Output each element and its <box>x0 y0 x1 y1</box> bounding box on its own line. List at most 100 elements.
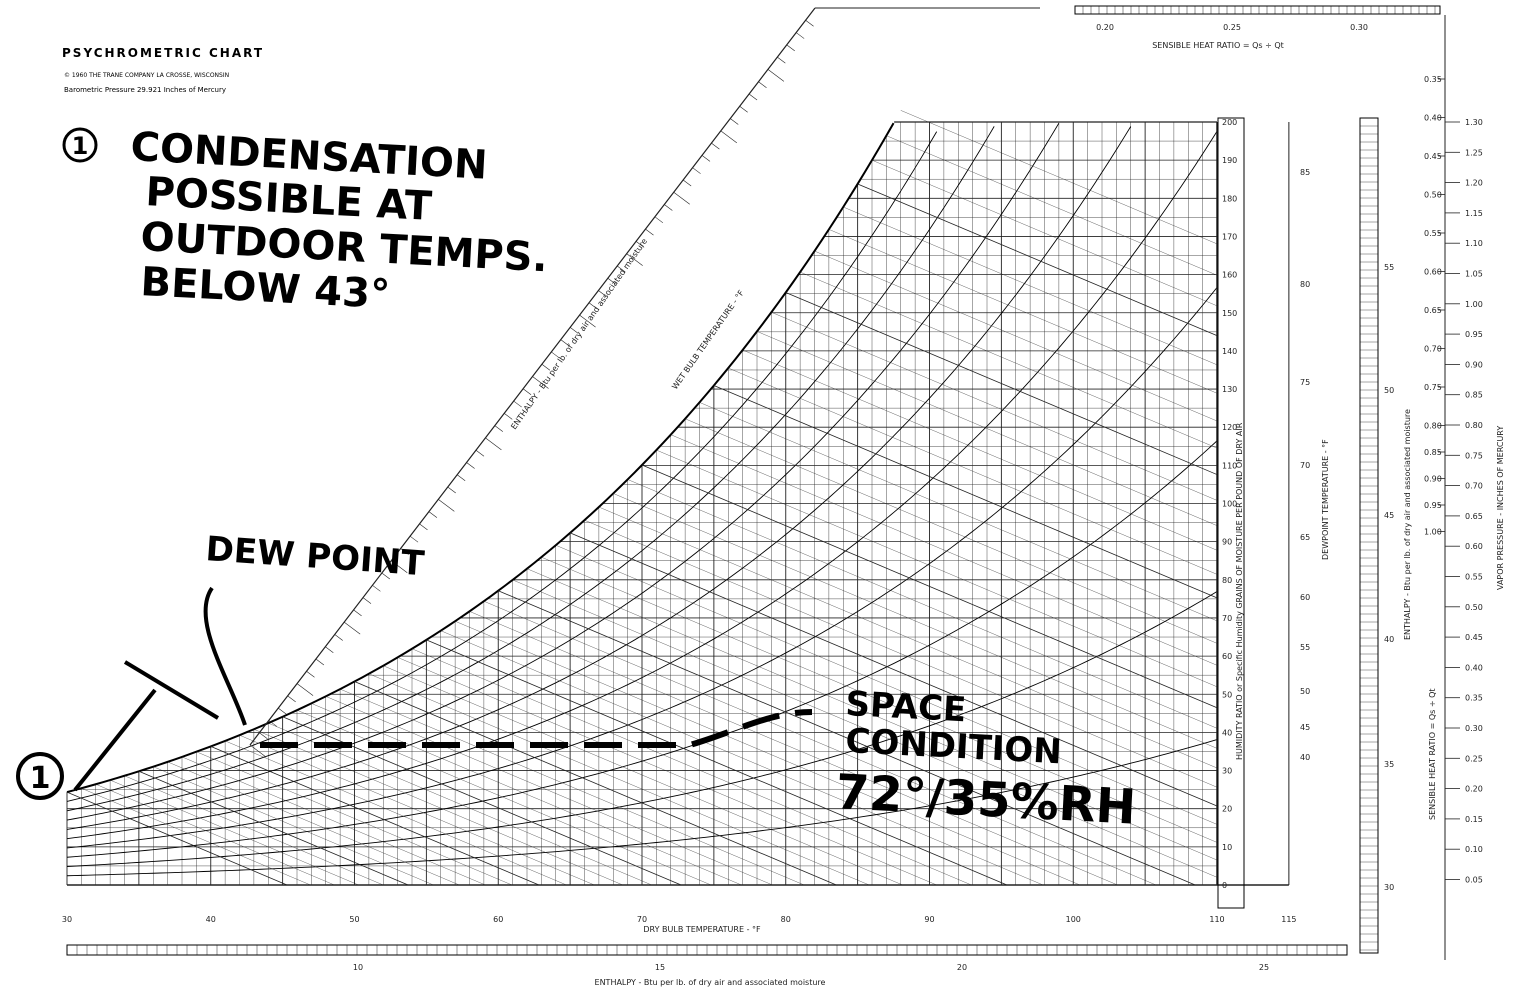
label: 10 <box>1222 843 1232 852</box>
label: 20 <box>1222 805 1232 814</box>
label: 45 <box>1384 511 1394 520</box>
label: 0.15 <box>1465 815 1483 824</box>
label: 0.95 <box>1465 330 1483 339</box>
label: 0.85 <box>1465 391 1483 400</box>
label: 55 <box>1300 643 1310 652</box>
label: 0.10 <box>1465 845 1483 854</box>
label: 200 <box>1222 118 1237 127</box>
label: 75 <box>1300 378 1310 387</box>
label: 130 <box>1222 385 1237 394</box>
label: 30 <box>1222 767 1232 776</box>
label: 40 <box>1222 728 1232 737</box>
label: 50 <box>1222 690 1232 699</box>
label: 190 <box>1222 156 1237 165</box>
label: 0.90 <box>1424 475 1442 484</box>
label: 0.20 <box>1096 23 1114 32</box>
label: 0.65 <box>1465 512 1483 521</box>
label: 0.55 <box>1465 573 1483 582</box>
label: 65 <box>1300 533 1310 542</box>
label: 1.20 <box>1465 179 1483 188</box>
label: 40 <box>1300 753 1310 762</box>
label: ENTHALPY - Btu per lb. of dry air and as… <box>1403 409 1412 640</box>
page: PSYCHROMETRIC CHART © 1960 THE TRANE COM… <box>0 0 1521 997</box>
label: 0.05 <box>1465 876 1483 885</box>
label: 90 <box>1222 538 1232 547</box>
label: 0.90 <box>1465 360 1483 369</box>
label: 0.50 <box>1465 603 1483 612</box>
label: 35 <box>1384 760 1394 769</box>
label: HUMIDITY RATIO or Specific Humidity GRAI… <box>1235 422 1244 760</box>
label: 100 <box>1066 915 1081 924</box>
label: 15 <box>655 963 665 972</box>
label: 10 <box>353 963 363 972</box>
label: 0.80 <box>1424 422 1442 431</box>
label: DRY BULB TEMPERATURE - °F <box>643 925 761 934</box>
label: ENTHALPY - Btu per lb. of dry air and as… <box>595 978 826 987</box>
label: 90 <box>924 915 934 924</box>
label: 0.35 <box>1465 694 1483 703</box>
label: 0.95 <box>1424 501 1442 510</box>
label: 1.15 <box>1465 209 1483 218</box>
label: 1.00 <box>1465 300 1483 309</box>
label: 0.25 <box>1223 23 1241 32</box>
label: 25 <box>1259 963 1269 972</box>
label: 0.75 <box>1424 383 1442 392</box>
label: SENSIBLE HEAT RATIO = Qs ÷ Qt <box>1152 41 1284 50</box>
label: 1.00 <box>1424 528 1442 537</box>
label: 110 <box>1209 915 1224 924</box>
label: 70 <box>1300 461 1310 470</box>
label: 0.25 <box>1465 754 1483 763</box>
label: 0.70 <box>1424 345 1442 354</box>
label: 85 <box>1300 168 1310 177</box>
label: 80 <box>1222 576 1232 585</box>
label: 0.60 <box>1424 268 1442 277</box>
label: 50 <box>1300 687 1310 696</box>
label: 80 <box>781 915 791 924</box>
label: 0.70 <box>1465 482 1483 491</box>
label: DEWPOINT TEMPERATURE - °F <box>1321 439 1330 560</box>
label: 0.30 <box>1465 724 1483 733</box>
label: 30 <box>62 915 72 924</box>
label: VAPOR PRESSURE - INCHES OF MERCURY <box>1496 426 1505 590</box>
label: 150 <box>1222 309 1237 318</box>
note-number: 1 <box>72 132 89 160</box>
label: 45 <box>1300 723 1310 732</box>
label: 0.45 <box>1465 633 1483 642</box>
label: 80 <box>1300 280 1310 289</box>
label: 70 <box>637 915 647 924</box>
label: 70 <box>1222 614 1232 623</box>
label: 60 <box>493 915 503 924</box>
title: PSYCHROMETRIC CHART <box>62 46 264 60</box>
label: 0.40 <box>1424 114 1442 123</box>
label: 0.50 <box>1424 191 1442 200</box>
label: 0 <box>1222 881 1227 890</box>
label: 0.65 <box>1424 306 1442 315</box>
label: 55 <box>1384 263 1394 272</box>
label: 140 <box>1222 347 1237 356</box>
copyright: © 1960 THE TRANE COMPANY LA CROSSE, WISC… <box>64 72 229 79</box>
label: 0.85 <box>1424 448 1442 457</box>
label: 50 <box>349 915 359 924</box>
label: 0.55 <box>1424 229 1442 238</box>
label: 1.30 <box>1465 118 1483 127</box>
label: 0.20 <box>1465 785 1483 794</box>
label: 40 <box>206 915 216 924</box>
pressure: Barometric Pressure 29.921 Inches of Mer… <box>64 86 226 94</box>
label: 50 <box>1384 386 1394 395</box>
label: 1.05 <box>1465 270 1483 279</box>
label: 115 <box>1281 915 1296 924</box>
label: 60 <box>1222 652 1232 661</box>
label: 1.10 <box>1465 239 1483 248</box>
label: 180 <box>1222 194 1237 203</box>
label: 170 <box>1222 232 1237 241</box>
label: 0.45 <box>1424 152 1442 161</box>
label: 0.75 <box>1465 451 1483 460</box>
label: 0.60 <box>1465 542 1483 551</box>
label: 1.25 <box>1465 148 1483 157</box>
label: 20 <box>957 963 967 972</box>
label: 0.30 <box>1350 23 1368 32</box>
label: 160 <box>1222 271 1237 280</box>
label: SENSIBLE HEAT RATIO = Qs ÷ Qt <box>1428 688 1437 820</box>
label: 30 <box>1384 883 1394 892</box>
marker: 1 <box>30 761 51 796</box>
